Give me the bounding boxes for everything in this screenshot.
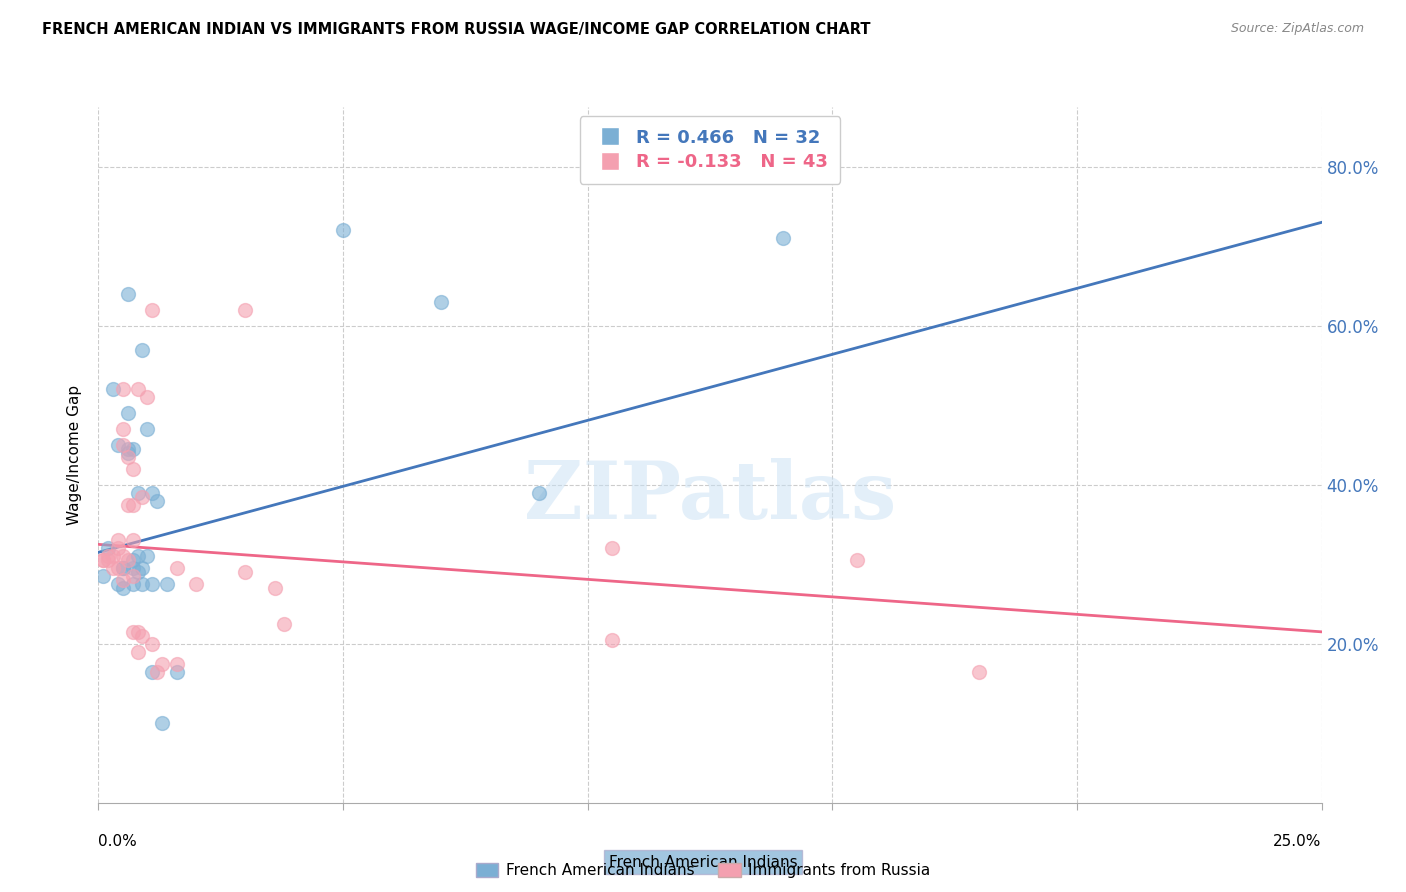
Point [127, 549, 149, 564]
Point [97, 541, 120, 556]
Point [121, 624, 143, 639]
Point [131, 577, 153, 591]
Point [127, 624, 149, 639]
Point [111, 422, 134, 436]
Point [127, 645, 149, 659]
Point [91, 553, 114, 567]
Point [101, 561, 124, 575]
Text: 25.0%: 25.0% [1274, 834, 1322, 849]
Point [233, 302, 256, 317]
Text: Source: ZipAtlas.com: Source: ZipAtlas.com [1230, 22, 1364, 36]
Point [101, 382, 124, 396]
Point [527, 485, 550, 500]
Point [131, 490, 153, 504]
Point [136, 390, 159, 404]
Point [121, 569, 143, 583]
Point [845, 553, 868, 567]
Point [131, 343, 153, 357]
Point [127, 485, 149, 500]
Point [141, 637, 163, 651]
Point [141, 665, 163, 679]
Legend: French American Indians, Immigrants from Russia: French American Indians, Immigrants from… [470, 857, 936, 884]
Y-axis label: Wage/Income Gap: Wage/Income Gap [67, 384, 83, 525]
Point [117, 450, 139, 464]
Point [91, 553, 114, 567]
Point [136, 549, 159, 564]
Text: FRENCH AMERICAN INDIAN VS IMMIGRANTS FROM RUSSIA WAGE/INCOME GAP CORRELATION CHA: FRENCH AMERICAN INDIAN VS IMMIGRANTS FRO… [42, 22, 870, 37]
Point [430, 294, 453, 309]
Point [111, 382, 134, 396]
Point [166, 665, 188, 679]
Point [127, 565, 149, 579]
Point [131, 561, 153, 575]
Point [273, 616, 295, 631]
Legend: R = 0.466   N = 32, R = -0.133   N = 43: R = 0.466 N = 32, R = -0.133 N = 43 [579, 116, 841, 184]
Point [91, 569, 114, 583]
Point [186, 577, 208, 591]
Point [121, 533, 143, 548]
Point [121, 561, 143, 575]
Point [332, 223, 354, 237]
Point [141, 485, 163, 500]
Point [111, 573, 134, 587]
Point [263, 581, 285, 595]
Point [233, 565, 256, 579]
Text: ZIPatlas: ZIPatlas [524, 458, 896, 536]
Point [117, 406, 139, 420]
Point [967, 665, 990, 679]
Text: 0.0%: 0.0% [98, 834, 138, 849]
Point [141, 577, 163, 591]
Point [111, 438, 134, 452]
Point [111, 561, 134, 575]
Point [117, 498, 139, 512]
Point [121, 442, 143, 456]
Point [600, 541, 623, 556]
Point [117, 442, 139, 456]
Point [111, 581, 134, 595]
Point [111, 549, 134, 564]
Point [156, 577, 179, 591]
Point [127, 382, 149, 396]
Point [107, 533, 129, 548]
Point [107, 438, 129, 452]
Point [101, 549, 124, 564]
Point [107, 577, 129, 591]
Point [117, 553, 139, 567]
Point [121, 498, 143, 512]
Point [107, 541, 129, 556]
Text: French American Indians: French American Indians [609, 855, 797, 870]
Point [141, 302, 163, 317]
Point [121, 462, 143, 476]
Point [150, 657, 173, 671]
Point [121, 553, 143, 567]
Point [117, 446, 139, 460]
Point [146, 665, 169, 679]
Point [97, 553, 120, 567]
Point [146, 493, 169, 508]
Point [117, 286, 139, 301]
Point [107, 561, 129, 575]
Point [131, 629, 153, 643]
Point [111, 561, 134, 575]
Point [166, 657, 188, 671]
Point [150, 716, 173, 731]
Point [136, 422, 159, 436]
Point [600, 632, 623, 647]
Point [97, 549, 120, 564]
Point [121, 577, 143, 591]
Point [166, 561, 188, 575]
Point [772, 231, 794, 245]
